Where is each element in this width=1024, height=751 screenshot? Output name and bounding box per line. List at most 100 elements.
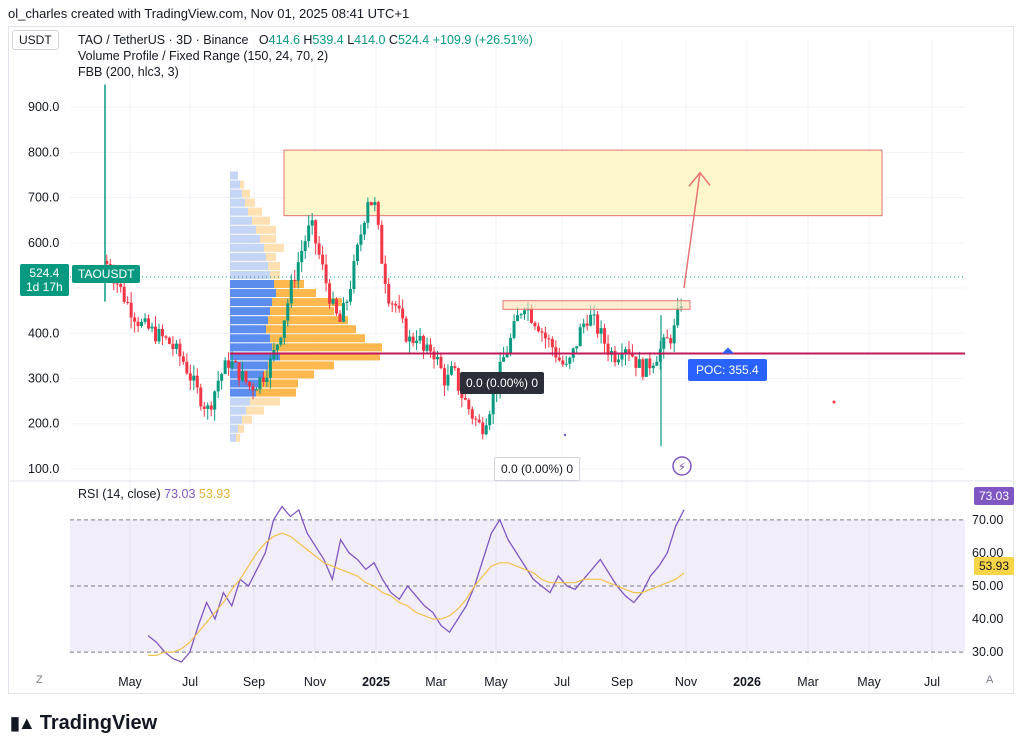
rsi-ma-tag: 53.93 xyxy=(973,557,1014,575)
candle-body xyxy=(543,332,547,339)
auto-scale-button[interactable]: A xyxy=(986,674,994,686)
x-tick-label: Jul xyxy=(182,675,198,689)
candle-body xyxy=(126,301,130,303)
volume-profile-bar-up xyxy=(230,334,270,343)
candle-body xyxy=(616,359,620,363)
candle-body xyxy=(582,323,586,328)
close-label: C xyxy=(388,33,398,47)
candle-body xyxy=(655,361,659,366)
candle-body xyxy=(432,351,436,360)
volume-profile-bar-down xyxy=(266,252,276,261)
candle-body xyxy=(484,425,488,435)
rsi-tick-label: 60.00 xyxy=(972,546,1003,560)
candle-body xyxy=(286,303,290,321)
tradingview-logo[interactable]: ▮▲ TradingView xyxy=(10,712,157,735)
indicator-fbb[interactable]: FBB (200, hlc3, 3) xyxy=(78,65,179,79)
candle-body xyxy=(241,371,245,381)
candle-body xyxy=(300,251,304,263)
candle-body xyxy=(651,365,655,369)
chart-frame xyxy=(8,26,1014,694)
candle-body xyxy=(422,335,426,351)
fib-label-light[interactable]: 0.0 (0.00%) 0 xyxy=(494,457,581,481)
x-tick-label: Jul xyxy=(554,675,570,689)
candle-body xyxy=(634,356,638,368)
candle-body xyxy=(592,314,596,316)
candle-body xyxy=(275,344,279,350)
rsi-tick-label: 70.00 xyxy=(972,513,1003,527)
target-zone xyxy=(283,149,883,217)
x-tick-label: 2026 xyxy=(733,675,761,689)
candle-body xyxy=(213,391,217,410)
volume-profile-bar-up xyxy=(230,261,268,270)
volume-profile-bar-down xyxy=(242,189,250,198)
candle-body xyxy=(303,241,307,252)
candle-body xyxy=(411,336,415,344)
candle-body xyxy=(307,225,311,242)
candle-body xyxy=(164,336,168,338)
candle-body xyxy=(557,357,561,361)
candle-body xyxy=(160,329,164,337)
candle-body xyxy=(341,303,345,322)
y-tick-label: 200.0 xyxy=(28,417,59,431)
poc-marker xyxy=(722,347,734,354)
candle-body xyxy=(641,359,645,377)
candle-body xyxy=(376,202,380,225)
candle-body xyxy=(627,349,631,354)
candle-body xyxy=(658,348,662,362)
rsi-line xyxy=(147,505,685,663)
fib-label-dark[interactable]: 0.0 (0.00%) 0 xyxy=(460,372,545,394)
candle-body xyxy=(509,337,513,353)
candle-body xyxy=(387,283,391,304)
tradingview-logo-icon: ▮▲ xyxy=(10,713,36,733)
chart-legend: TAO / TetherUS · 3D · Binance O414.6 H53… xyxy=(78,32,533,80)
rsi-legend[interactable]: RSI (14, close) 73.03 53.93 xyxy=(78,487,230,501)
volume-profile-bar-down xyxy=(274,280,304,289)
candle-body xyxy=(589,314,593,326)
indicator-volume-profile[interactable]: Volume Profile / Fixed Range (150, 24, 7… xyxy=(78,49,329,63)
candle-body xyxy=(613,351,617,363)
volume-profile-bar-down xyxy=(264,370,314,379)
candle-body xyxy=(143,318,147,322)
volume-profile-bar-up xyxy=(230,280,274,289)
x-tick-label: May xyxy=(484,675,508,689)
volume-profile-bar-down xyxy=(245,198,255,207)
y-tick-label: 400.0 xyxy=(28,326,59,340)
volume-profile-bar-down xyxy=(270,307,334,316)
low-value: 414.0 xyxy=(354,33,386,47)
zoom-button[interactable]: Z xyxy=(36,674,43,686)
y-tick-label: 600.0 xyxy=(28,236,59,250)
candle-body xyxy=(676,308,680,326)
volume-profile-bar-up xyxy=(230,171,238,180)
x-tick-label: Nov xyxy=(675,675,698,689)
candle-body xyxy=(648,358,652,369)
volume-profile-bar-down xyxy=(276,289,316,298)
y-tick-label: 300.0 xyxy=(28,372,59,386)
volume-profile-bar-down xyxy=(268,261,280,270)
volume-profile-bar-up xyxy=(230,289,276,298)
candle-body xyxy=(140,321,144,327)
candle-body xyxy=(439,356,443,369)
volume-profile-bar-down xyxy=(238,424,244,433)
currency-selector[interactable]: USDT xyxy=(12,30,59,50)
rsi-value-text: 73.03 xyxy=(164,487,196,501)
volume-profile-bar-up xyxy=(230,361,268,370)
projection-arrowhead xyxy=(688,171,711,187)
candle-body xyxy=(237,362,241,381)
candle-body xyxy=(202,406,206,409)
candle-body xyxy=(195,375,199,388)
candle-body xyxy=(596,314,600,334)
volume-profile-bar-down xyxy=(260,379,298,388)
candle-body xyxy=(328,283,332,304)
volume-profile-bar-up xyxy=(230,216,252,225)
candle-body xyxy=(505,352,509,358)
candle-body xyxy=(383,263,387,284)
volume-profile-bar-down xyxy=(264,243,284,252)
candle-body xyxy=(529,308,533,323)
candle-body xyxy=(258,377,262,390)
candle-body xyxy=(425,344,429,351)
symbol-title[interactable]: TAO / TetherUS · 3D · Binance xyxy=(78,33,249,47)
candle-body xyxy=(644,358,648,377)
candle-body xyxy=(352,261,356,290)
volume-profile-bar-up xyxy=(230,198,245,207)
